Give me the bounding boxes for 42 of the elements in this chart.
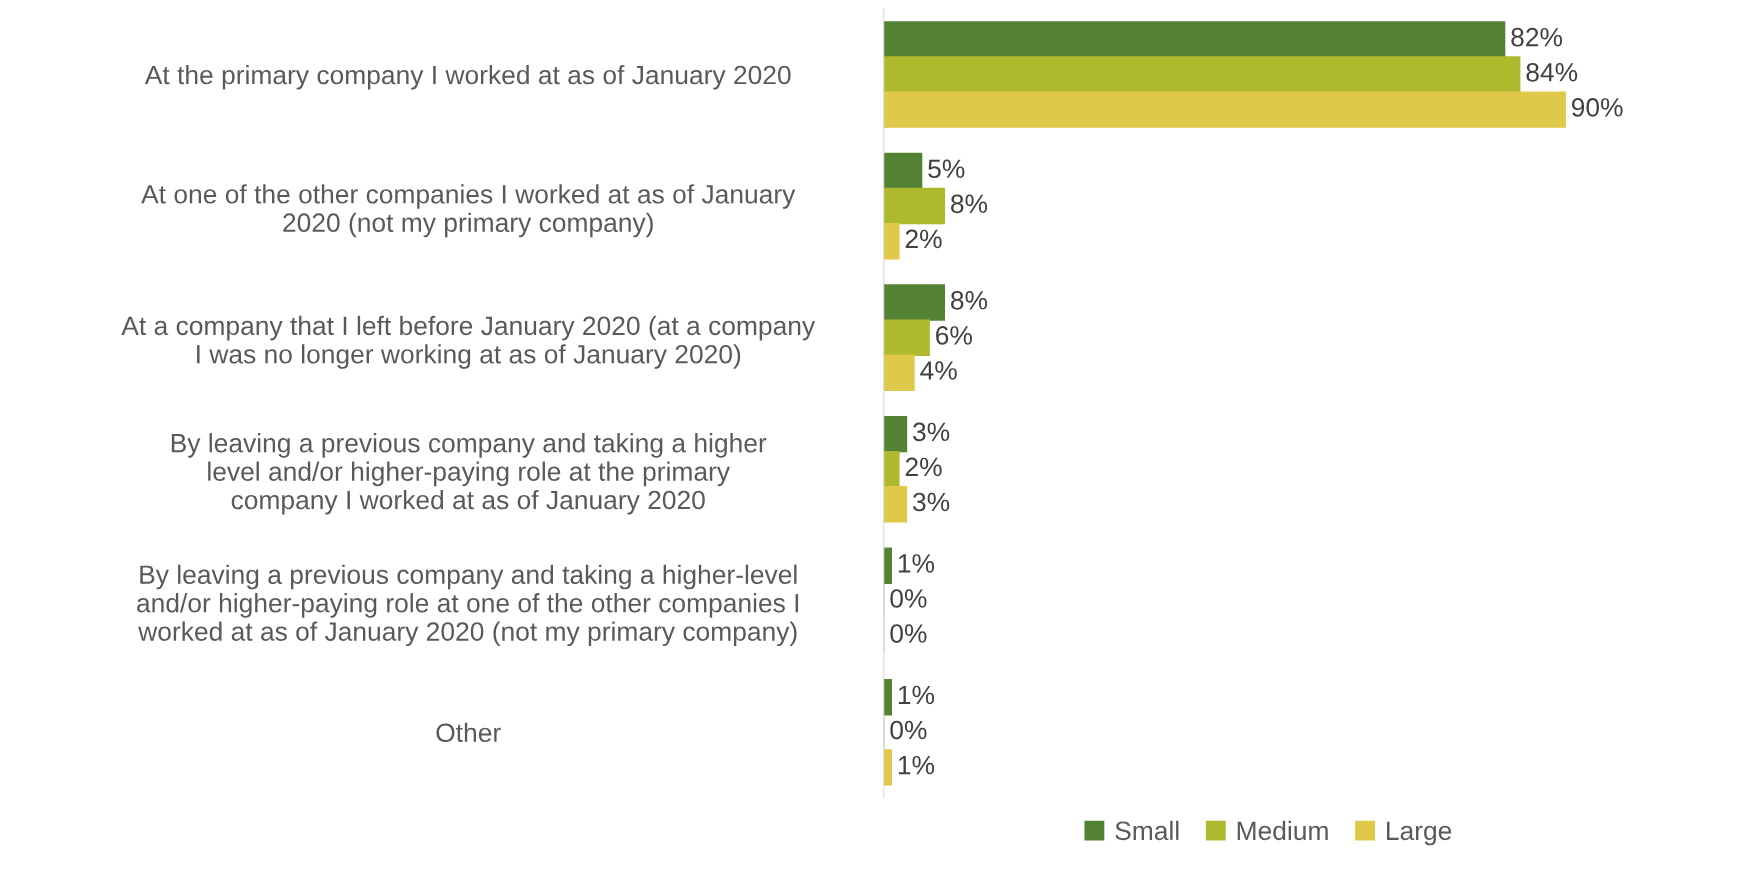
data-label: 0% — [890, 624, 927, 643]
data-label: 2% — [905, 457, 942, 477]
bar — [883, 354, 915, 391]
data-label: 6% — [936, 326, 972, 345]
bar — [883, 187, 946, 225]
y-tick-label: At a company that I left before January 2020 (at a company I was no longer working at as of January 2020) — [121, 315, 816, 369]
y-tick-label: By leaving a previous company and taking a higher-level and/or higher-paying role at one of the other companies I worked at as of January 2020 (not my primary company) — [137, 564, 799, 647]
y-tick-label: Other — [436, 722, 501, 743]
bar — [883, 152, 923, 190]
bar — [883, 222, 900, 260]
bar — [883, 547, 893, 584]
data-label: 8% — [951, 194, 988, 214]
data-label: 3% — [913, 492, 950, 512]
bar — [883, 450, 900, 488]
data-label: 0% — [890, 589, 927, 608]
data-label: 3% — [913, 422, 950, 442]
y-tick-label: At one of the other companies I worked at as of January 2020 (not my primary company) — [141, 184, 796, 238]
bar — [883, 56, 1521, 93]
y-tick-label: By leaving a previous company and taking a higher level and/or higher-paying role at the primary company I worked at as of January 2020 — [171, 433, 767, 515]
bar — [883, 91, 1566, 128]
data-label: 1% — [898, 755, 935, 775]
data-label: 5% — [928, 159, 965, 179]
data-label: 4% — [920, 361, 957, 380]
legend-label: Large — [1387, 821, 1452, 846]
data-label: 1% — [898, 685, 935, 705]
y-tick-label: At the primary company I worked at as of January 2020 — [144, 64, 791, 90]
bar — [883, 319, 930, 356]
legend-label: Small — [1115, 820, 1179, 841]
bar — [883, 486, 908, 523]
bar — [883, 415, 908, 453]
data-label: 8% — [951, 290, 988, 310]
data-label: 1% — [898, 554, 935, 573]
data-label: 0% — [890, 720, 927, 740]
data-label: 82% — [1511, 27, 1563, 47]
bar — [883, 678, 893, 716]
bar — [883, 284, 946, 321]
data-label: 90% — [1571, 98, 1623, 117]
data-label: 84% — [1526, 62, 1578, 82]
bar — [883, 21, 1506, 58]
data-label: 2% — [905, 229, 942, 249]
bar — [883, 749, 893, 786]
legend-label: Medium — [1237, 820, 1328, 841]
